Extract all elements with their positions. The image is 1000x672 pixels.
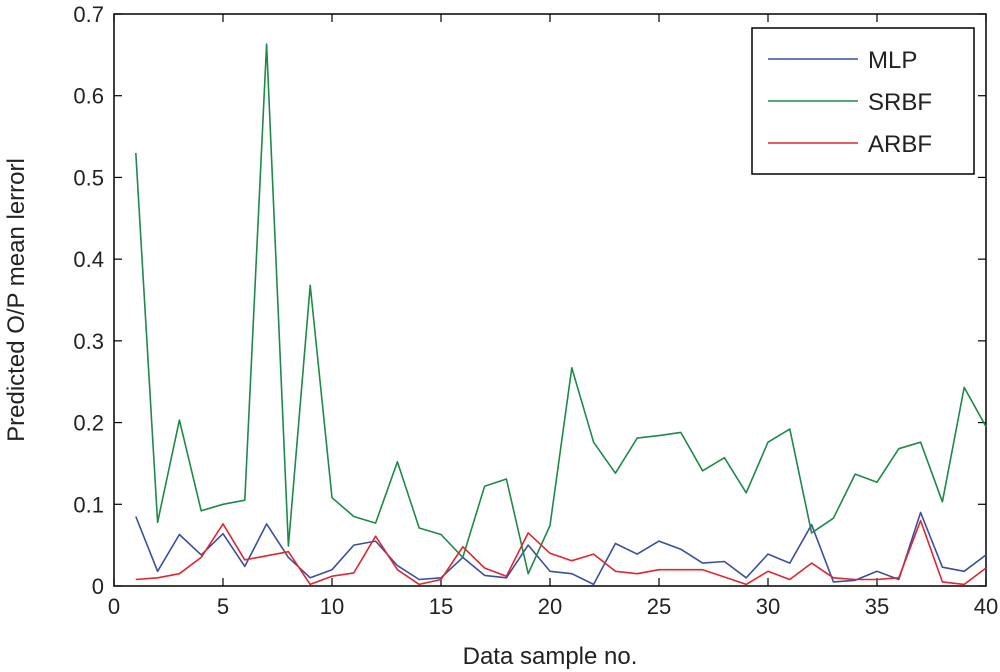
legend: MLP SRBF ARBF [751,27,975,175]
y-tick-label: 0.5 [73,165,104,190]
x-tick-label: 20 [538,594,562,619]
x-tick-label: 15 [429,594,453,619]
y-axis-label: Predicted O/P mean lerrorl [3,158,30,442]
legend-label-mlp: MLP [868,47,917,74]
legend-label-arbf: ARBF [868,131,932,158]
x-axis-label: Data sample no. [463,643,638,670]
series-line-mlp [135,511,987,586]
y-axis: 0 0.1 0.2 0.3 0.4 0.5 0.6 0.7 [73,2,986,599]
series-line-srbf [135,43,987,575]
x-tick-label: 10 [320,594,344,619]
x-tick-label: 35 [865,594,889,619]
y-tick-label: 0.4 [73,247,104,272]
y-tick-label: 0.7 [73,2,104,27]
x-tick-label: 30 [756,594,780,619]
y-tick-label: 0.2 [73,411,104,436]
y-tick-label: 0.3 [73,329,104,354]
series-group [135,43,987,586]
y-tick-label: 0.6 [73,84,104,109]
x-axis: 0 5 10 15 20 25 30 35 40 [108,14,998,619]
y-tick-label: 0.1 [73,492,104,517]
series-line-arbf [135,519,987,586]
x-tick-label: 25 [647,594,671,619]
x-tick-label: 5 [217,594,229,619]
x-tick-label: 0 [108,594,120,619]
legend-label-srbf: SRBF [868,89,932,116]
x-tick-label: 40 [974,594,998,619]
y-tick-label: 0 [92,574,104,599]
